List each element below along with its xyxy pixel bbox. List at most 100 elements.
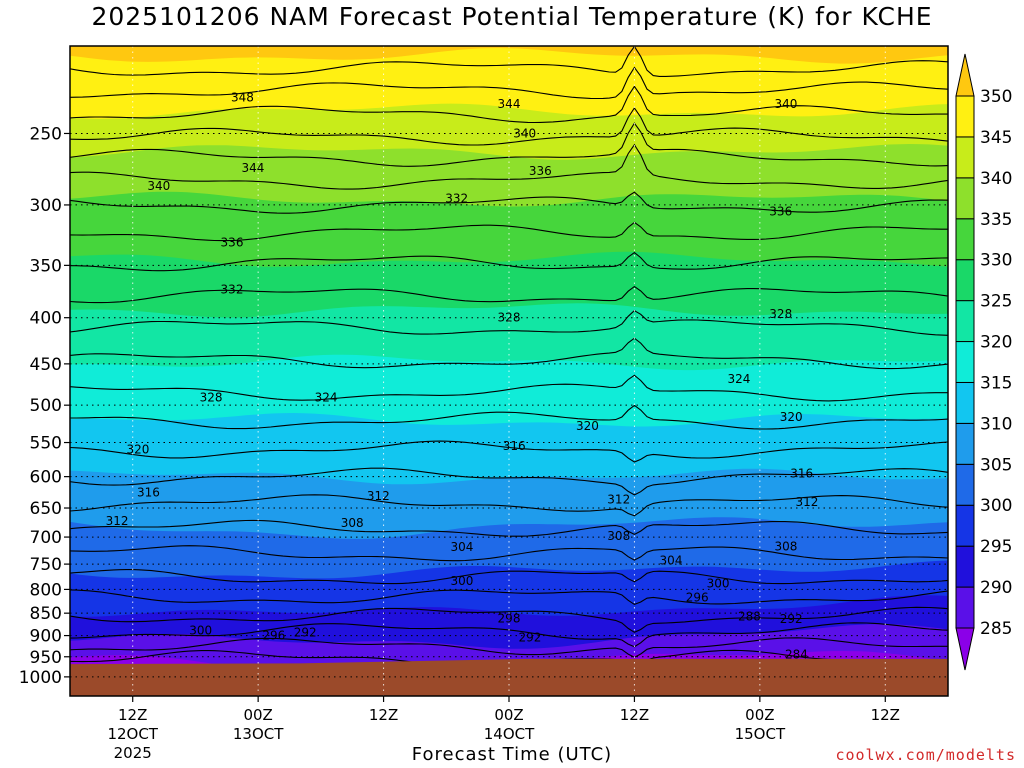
x-tick-label: 12Z <box>620 706 649 724</box>
contour-label: 332 <box>445 191 468 205</box>
contour-label: 312 <box>607 492 630 506</box>
grid-lines <box>70 46 948 696</box>
contour-line <box>70 545 948 562</box>
x-tick-label: 13OCT <box>233 725 284 743</box>
colorbar-segment <box>955 95 975 138</box>
contour-label: 348 <box>231 90 254 104</box>
colorbar-label: 305 <box>980 455 1012 475</box>
colorbar-label: 345 <box>980 128 1012 148</box>
contour-label: 298 <box>498 612 521 626</box>
y-tick-label: 950 <box>30 648 62 668</box>
contour-line <box>70 404 948 430</box>
contour-label: 344 <box>241 161 264 175</box>
colorbar-label: 285 <box>980 619 1012 639</box>
contour-line <box>70 467 948 496</box>
contour-line <box>70 606 948 633</box>
colorbar-segment <box>955 300 975 343</box>
contour-line <box>70 494 948 517</box>
y-tick-label: 300 <box>30 196 62 216</box>
y-tick-label: 250 <box>30 124 62 144</box>
ground-surface <box>70 658 948 696</box>
contour-label: 308 <box>775 539 798 553</box>
terrain-mask <box>70 658 948 696</box>
contour-label: 300 <box>189 623 212 637</box>
y-tick-label: 1000 <box>19 668 62 688</box>
contour-label: 340 <box>513 126 536 140</box>
contour-label: 316 <box>503 439 526 453</box>
contour-label: 328 <box>498 311 521 325</box>
y-tick-label: 450 <box>30 355 62 375</box>
x-tick-label: 15OCT <box>735 725 786 743</box>
contour-label: 328 <box>200 390 223 404</box>
contour-label: 336 <box>769 204 792 218</box>
contour-line <box>70 637 948 658</box>
colorbar-segment <box>955 177 975 220</box>
contour-label: 288 <box>738 609 761 623</box>
x-tick-label: 12Z <box>369 706 398 724</box>
contour-label: 340 <box>147 179 170 193</box>
y-tick-label: 650 <box>30 499 62 519</box>
colorbar-label: 290 <box>980 578 1012 598</box>
colorbar-segment <box>955 136 975 179</box>
x-tick-label: 12Z <box>871 706 900 724</box>
watermark-link[interactable]: coolwx.com/modelts <box>835 746 1016 764</box>
contour-label: 304 <box>451 540 474 554</box>
x-tick-label: 12OCT <box>107 725 158 743</box>
contour-label: 312 <box>795 495 818 509</box>
contour-label: 292 <box>294 626 317 640</box>
colorbar-label: 335 <box>980 210 1012 230</box>
contour-line <box>70 285 948 304</box>
contour-label: 304 <box>660 553 683 567</box>
y-tick-label: 750 <box>30 555 62 575</box>
colorbar-label: 320 <box>980 333 1012 353</box>
colorbar-label: 300 <box>980 496 1012 516</box>
contour-label: 336 <box>529 164 552 178</box>
colorbar-label: 295 <box>980 537 1012 557</box>
contour-line <box>70 66 948 100</box>
contour-line <box>70 374 948 402</box>
y-tick-label: 800 <box>30 580 62 600</box>
colorbar: 285 290 295 300 305 310 315 320 325 330 335 340 345 3… <box>955 53 1012 671</box>
contour-label: 316 <box>137 486 160 500</box>
contour-label: 296 <box>686 591 709 605</box>
contour-line <box>70 309 948 336</box>
colorbar-label: 315 <box>980 373 1012 393</box>
colorbar-label: 325 <box>980 292 1012 312</box>
contour-label: 336 <box>221 235 244 249</box>
contour-label: 300 <box>451 574 474 588</box>
chart-title: 2025101206 NAM Forecast Potential Temper… <box>91 2 933 31</box>
contour-line <box>70 46 948 77</box>
colorbar-extend-min <box>955 627 975 671</box>
y-tick-label: 400 <box>30 309 62 329</box>
colorbar-label: 310 <box>980 414 1012 434</box>
x-tick-label: 00Z <box>745 706 774 724</box>
contour-label: 320 <box>126 443 149 457</box>
colorbar-extend-max <box>955 53 975 97</box>
contour-line <box>70 251 948 272</box>
contour-line <box>70 221 948 242</box>
colorbar-segment <box>955 341 975 383</box>
plot-field: 348 344 340 340 344 336 340 332 336 336 332 328 328 3… <box>70 46 948 696</box>
colorbar-segment <box>955 381 975 424</box>
contour-label: 324 <box>727 372 750 386</box>
contour-label: 316 <box>790 466 813 480</box>
y-tick-label: 350 <box>30 256 62 276</box>
contour-line <box>70 85 948 124</box>
contour-label: 312 <box>367 489 390 503</box>
colorbar-label: 330 <box>980 251 1012 271</box>
x-tick-label: 2025 <box>114 744 152 762</box>
contour-line <box>70 337 948 370</box>
x-tick-label: 12Z <box>118 706 147 724</box>
contour-line <box>70 569 948 585</box>
contour-label: 312 <box>106 514 129 528</box>
contour-line <box>70 589 948 606</box>
y-tick-label: 900 <box>30 627 62 647</box>
colorbar-segment <box>955 504 975 547</box>
colorbar-label: 340 <box>980 169 1012 189</box>
contour-line <box>70 107 948 146</box>
contour-labels: 348 344 340 340 344 336 340 332 336 336 332 328 328 3… <box>106 90 819 661</box>
y-axis: 250 300 350 400 450 500 550 600 650 700 750 800 850 9… <box>19 124 70 688</box>
contour-label: 300 <box>707 576 730 590</box>
